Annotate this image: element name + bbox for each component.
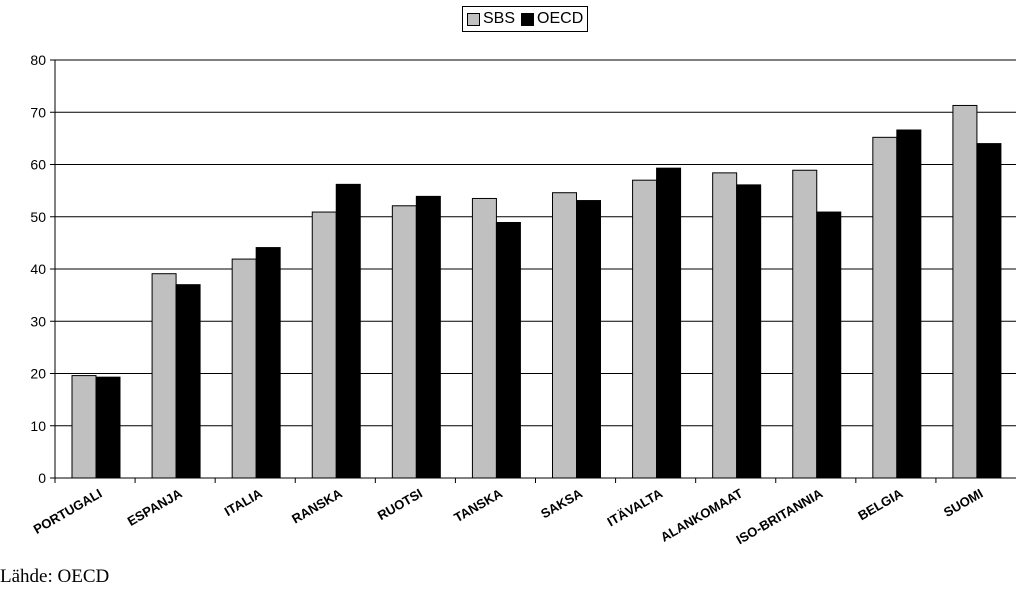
x-tick-label: PORTUGALI [31, 486, 105, 537]
bar-oecd-itävalta [656, 167, 682, 479]
x-tick-label: ISO-BRITANNIA [734, 485, 826, 547]
bar-oecd-tanska [495, 221, 521, 479]
legend-label-oecd: OECD [537, 10, 584, 27]
bar-sbs-itävalta [632, 179, 658, 479]
bar-sbs-belgia [872, 136, 898, 479]
y-tick-label: 0 [38, 470, 46, 486]
bar-oecd-suomi [976, 143, 1002, 479]
y-tick-label: 60 [30, 157, 46, 173]
bar-oecd-alankomaat [736, 184, 762, 479]
bar-oecd-ranska [335, 183, 361, 479]
y-tick-label: 10 [30, 418, 46, 434]
y-tick-label: 40 [30, 261, 46, 277]
y-tick-label: 50 [30, 209, 46, 225]
bar-sbs-suomi [952, 104, 978, 479]
bar-oecd-italia [255, 247, 281, 479]
x-tick-label: RUOTSI [375, 486, 425, 524]
bar-sbs-ranska [311, 211, 337, 479]
x-tick-label: SAKSA [538, 485, 585, 521]
gridlines [55, 59, 1016, 427]
bar-sbs-tanska [471, 197, 497, 479]
bar-oecd-ruotsi [415, 195, 441, 479]
bar-sbs-iso-britannia [792, 169, 818, 479]
x-tick-label: BELGIA [855, 485, 906, 523]
x-tick-labels: PORTUGALI ESPANJA ITALIA RANSKA RUOTSI TANSKA… [31, 485, 986, 547]
axes [50, 59, 1016, 483]
bar-sbs-italia [231, 258, 257, 479]
legend-item-sbs: SBS [467, 10, 515, 28]
x-tick-label: SUOMI [941, 486, 985, 520]
x-tick-label: ITALIA [222, 485, 265, 519]
bar-sbs-espanja [151, 273, 177, 479]
bar-oecd-portugali [95, 376, 121, 479]
x-tick-label: ITÄVALTA [604, 485, 665, 529]
y-tick-label: 30 [30, 313, 46, 329]
bar-sbs-portugali [71, 375, 97, 479]
bar-oecd-espanja [175, 284, 201, 479]
x-tick-label: TANSKA [451, 485, 505, 525]
bar-sbs-alankomaat [712, 172, 738, 479]
y-tick-labels: 0 10 20 30 40 50 60 70 80 [30, 52, 46, 486]
y-tick-label: 80 [30, 52, 46, 68]
legend-item-oecd: OECD [521, 10, 583, 28]
x-tick-label: ALANKOMAAT [658, 486, 745, 545]
x-tick-label: ESPANJA [125, 485, 185, 529]
source-note: Lähde: OECD [0, 566, 110, 587]
legend: SBS OECD [462, 6, 589, 32]
legend-swatch-sbs [467, 12, 480, 26]
x-tick-label: RANSKA [289, 485, 345, 526]
bar-oecd-iso-britannia [816, 211, 842, 479]
bars [71, 104, 1002, 479]
y-tick-label: 20 [30, 366, 46, 382]
y-tick-label: 70 [30, 104, 46, 120]
bar-oecd-belgia [896, 129, 922, 479]
bar-sbs-ruotsi [391, 205, 417, 479]
legend-swatch-oecd [521, 12, 535, 26]
legend-label-sbs: SBS [483, 10, 516, 27]
bar-oecd-saksa [576, 200, 601, 479]
bar-sbs-saksa [552, 192, 577, 479]
